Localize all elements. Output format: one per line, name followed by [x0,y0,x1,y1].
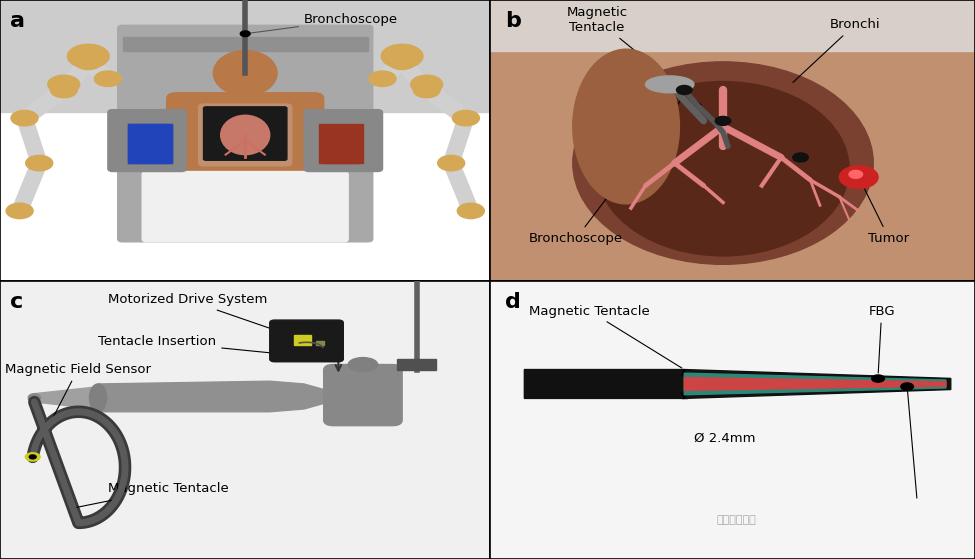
Ellipse shape [25,155,53,171]
FancyBboxPatch shape [304,110,382,172]
FancyBboxPatch shape [118,25,372,242]
Ellipse shape [214,51,277,96]
Text: Bronchi: Bronchi [793,18,880,83]
Text: Magnetic Field Sensor: Magnetic Field Sensor [5,363,151,454]
Text: Motorized Drive System: Motorized Drive System [108,293,304,340]
Text: EPMs: EPMs [179,143,244,231]
Text: Magnetic
Tentacle: Magnetic Tentacle [566,6,701,105]
Text: 全球医生组织: 全球医生组织 [717,515,756,525]
Ellipse shape [28,394,40,402]
Ellipse shape [6,203,33,219]
Bar [490,0,975,51]
Bar [294,335,311,345]
Ellipse shape [572,62,874,264]
Polygon shape [684,373,946,395]
Bar [324,129,358,163]
Text: b: b [505,11,521,31]
Polygon shape [684,377,946,391]
Polygon shape [34,387,98,409]
Ellipse shape [370,71,396,87]
FancyBboxPatch shape [167,93,324,211]
Ellipse shape [413,82,440,98]
Text: Ø 2.4mm: Ø 2.4mm [694,432,756,445]
Text: a: a [10,11,24,31]
Ellipse shape [389,54,415,69]
FancyBboxPatch shape [199,104,292,166]
Bar [228,79,262,107]
Ellipse shape [220,115,270,155]
Circle shape [901,383,914,390]
Bar [128,124,172,163]
Circle shape [29,455,36,459]
Text: Magnetic Tentacle: Magnetic Tentacle [71,482,229,509]
Circle shape [25,453,40,461]
Bar [128,124,172,163]
FancyBboxPatch shape [108,110,186,172]
Bar [123,36,368,51]
Circle shape [839,166,878,188]
Ellipse shape [95,71,121,87]
Text: Magnetic Tentacle: Magnetic Tentacle [529,305,682,368]
Ellipse shape [11,110,38,126]
Bar [319,124,363,163]
Circle shape [872,375,884,382]
Text: Bronchoscope: Bronchoscope [248,13,398,34]
Circle shape [716,116,731,125]
Bar [316,341,324,345]
Circle shape [240,31,251,36]
Polygon shape [525,369,951,399]
FancyBboxPatch shape [324,364,402,425]
Ellipse shape [48,75,80,93]
Text: Tumor: Tumor [860,179,910,245]
Ellipse shape [75,54,101,69]
Bar [0,0,490,112]
Text: d: d [505,292,521,312]
FancyBboxPatch shape [204,107,287,160]
Ellipse shape [90,384,106,412]
FancyBboxPatch shape [270,320,343,362]
Bar [397,359,437,370]
Ellipse shape [410,75,443,93]
Ellipse shape [348,358,377,372]
Polygon shape [98,381,333,412]
Text: c: c [10,292,23,312]
Circle shape [793,153,808,162]
Text: Bronchoscope: Bronchoscope [529,98,682,245]
Ellipse shape [572,49,680,204]
Ellipse shape [51,82,77,98]
Ellipse shape [452,110,480,126]
Circle shape [849,170,863,178]
Ellipse shape [645,76,694,93]
Text: Tentacle Insertion: Tentacle Insertion [98,335,301,356]
Ellipse shape [597,82,849,256]
Circle shape [677,86,692,94]
Text: FBG: FBG [869,305,895,373]
Ellipse shape [67,44,109,68]
FancyBboxPatch shape [142,172,348,242]
Ellipse shape [381,44,423,68]
Ellipse shape [438,155,465,171]
Ellipse shape [457,203,485,219]
